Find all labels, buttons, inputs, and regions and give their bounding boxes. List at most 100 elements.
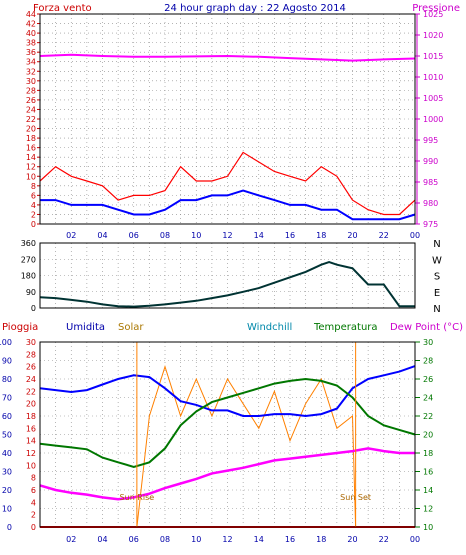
hour-tick-label: 16 bbox=[285, 231, 295, 240]
rain-tick-label: 12 bbox=[26, 449, 36, 458]
wind-speed-tick-label: 20 bbox=[26, 125, 36, 134]
direction-plot-frame bbox=[39, 242, 416, 309]
wind-speed-tick-label: 30 bbox=[26, 77, 36, 86]
rain-tick-label: 10 bbox=[26, 461, 36, 470]
wind-speed-tick-label: 4 bbox=[31, 201, 36, 210]
temp-plot-frame bbox=[39, 341, 416, 528]
rain-tick-label: 22 bbox=[26, 387, 36, 396]
hour-tick-label: 00 bbox=[410, 231, 420, 240]
hour-tick-label: 06 bbox=[129, 535, 139, 544]
wind-plot-frame bbox=[39, 13, 416, 225]
hour-tick-label: 02 bbox=[66, 231, 76, 240]
wind-speed-tick-label: 32 bbox=[26, 67, 36, 76]
temperature-tick-label: 18 bbox=[423, 449, 433, 458]
hour-tick-label: 04 bbox=[97, 535, 107, 544]
wind-direction-line bbox=[39, 260, 415, 308]
rain-tick-label: 30 bbox=[26, 338, 36, 347]
hour-tick-label: 12 bbox=[222, 231, 232, 240]
hour-tick-label: 18 bbox=[316, 231, 326, 240]
dew-point-line bbox=[39, 447, 415, 501]
direction-tick-label: 360 bbox=[21, 239, 36, 248]
hour-tick-label: 16 bbox=[285, 535, 295, 544]
pressure-tick-label: 975 bbox=[423, 220, 438, 229]
wind-speed-tick-label: 2 bbox=[31, 210, 36, 219]
pressure-tick-label: 985 bbox=[423, 178, 438, 187]
wind-speed-tick-label: 42 bbox=[26, 20, 36, 29]
wind-speed-tick-label: 40 bbox=[26, 29, 36, 38]
hour-tick-label: 08 bbox=[160, 231, 170, 240]
hour-tick-label: 02 bbox=[66, 535, 76, 544]
wind-speed-tick-label: 6 bbox=[31, 191, 36, 200]
humidity-tick-label: 100 bbox=[0, 338, 12, 347]
humidity-tick-label: 10 bbox=[2, 505, 12, 514]
wind-speed-tick-label: 22 bbox=[26, 115, 36, 124]
rain-tick-label: 26 bbox=[26, 363, 36, 372]
wind-speed-tick-label: 36 bbox=[26, 48, 36, 57]
temperature-tick-label: 22 bbox=[423, 412, 433, 421]
pressure-tick-label: 1015 bbox=[423, 52, 443, 61]
wind-speed-tick-label: 18 bbox=[26, 134, 36, 143]
hour-tick-label: 20 bbox=[347, 535, 357, 544]
wind-speed-tick-label: 26 bbox=[26, 96, 36, 105]
hour-tick-label: 14 bbox=[254, 231, 264, 240]
compass-label: N bbox=[433, 304, 440, 315]
pressure-tick-label: 995 bbox=[423, 136, 438, 145]
humidity-tick-label: 60 bbox=[2, 412, 12, 421]
hour-tick-label: 14 bbox=[254, 535, 264, 544]
wind-speed-tick-label: 28 bbox=[26, 86, 36, 95]
temperature-tick-label: 26 bbox=[423, 375, 433, 384]
hour-tick-label: 18 bbox=[316, 535, 326, 544]
wind-gust-line bbox=[39, 151, 416, 216]
wind-pressure-chart: Forza vento 24 hour graph day : 22 Agost… bbox=[26, 3, 460, 240]
hour-tick-label: 22 bbox=[379, 231, 389, 240]
humidity-tick-label: 0 bbox=[7, 523, 12, 532]
temperature-tick-label: 20 bbox=[423, 431, 433, 440]
windchill-axis-title: Windchill bbox=[247, 322, 292, 333]
wind-speed-tick-label: 24 bbox=[26, 105, 36, 114]
hour-tick-label: 06 bbox=[129, 231, 139, 240]
compass-label: S bbox=[434, 272, 440, 283]
pressure-tick-label: 1025 bbox=[423, 10, 443, 19]
solar-line bbox=[40, 365, 415, 528]
humidity-tick-label: 50 bbox=[2, 431, 12, 440]
rain-tick-label: 28 bbox=[26, 350, 36, 359]
sunrise-label: Sun Rise bbox=[120, 493, 155, 502]
hour-tick-label: 10 bbox=[191, 231, 201, 240]
pressure-tick-label: 990 bbox=[423, 157, 438, 166]
direction-tick-label: 180 bbox=[21, 272, 36, 281]
rain-tick-label: 24 bbox=[26, 375, 36, 384]
rain-tick-label: 2 bbox=[31, 511, 36, 520]
hour-tick-label: 08 bbox=[160, 535, 170, 544]
solar-axis-title: Solar bbox=[118, 322, 144, 333]
rain-tick-label: 14 bbox=[26, 437, 36, 446]
wind-speed-tick-label: 10 bbox=[26, 172, 36, 181]
temperature-tick-label: 30 bbox=[423, 338, 433, 347]
temperature-line bbox=[39, 377, 416, 468]
temperature-tick-label: 28 bbox=[423, 357, 433, 366]
hour-tick-label: 12 bbox=[222, 535, 232, 544]
temperature-axis-title: Temperatura bbox=[313, 322, 378, 333]
humidity-tick-label: 20 bbox=[2, 486, 12, 495]
dew-point-axis-title: Dew Point (°C) bbox=[390, 322, 463, 333]
compass-label: W bbox=[432, 255, 442, 266]
wind-speed-tick-label: 14 bbox=[26, 153, 36, 162]
direction-tick-label: 90 bbox=[26, 288, 36, 297]
direction-tick-label: 270 bbox=[21, 255, 36, 264]
humidity-tick-label: 70 bbox=[2, 394, 12, 403]
humidity-line bbox=[39, 365, 416, 418]
pressure-line bbox=[39, 53, 416, 62]
wind-speed-tick-label: 38 bbox=[26, 39, 36, 48]
humidity-tick-label: 30 bbox=[2, 468, 12, 477]
humidity-tick-label: 40 bbox=[2, 449, 12, 458]
wind-speed-line bbox=[40, 189, 416, 221]
temperature-tick-label: 16 bbox=[423, 468, 433, 477]
compass-label: N bbox=[433, 239, 440, 250]
sunset-label: Sun Set bbox=[340, 493, 371, 502]
hour-tick-label: 20 bbox=[347, 231, 357, 240]
pressure-tick-label: 1005 bbox=[423, 94, 443, 103]
humidity-axis-title: Umidita bbox=[66, 322, 105, 333]
hour-tick-label: 22 bbox=[379, 535, 389, 544]
chart-title: 24 hour graph day : 22 Agosto 2014 bbox=[164, 3, 346, 14]
